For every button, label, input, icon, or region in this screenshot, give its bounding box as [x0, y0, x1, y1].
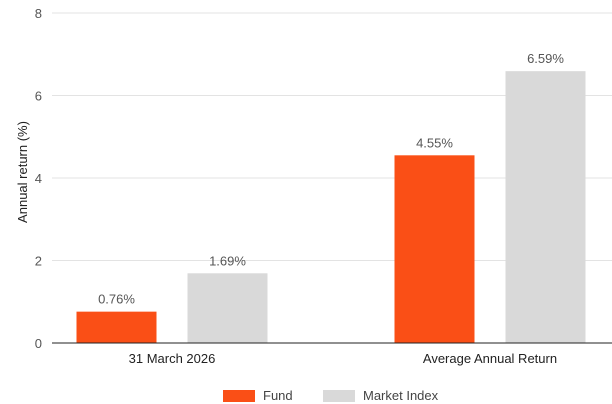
- legend-swatch-fund: [223, 390, 255, 402]
- legend-label-market-index: Market Index: [363, 388, 439, 403]
- legend-label-fund: Fund: [263, 388, 293, 403]
- bar-market-index: [187, 273, 268, 343]
- data-label: 0.76%: [98, 292, 135, 307]
- bar-fund: [76, 311, 157, 343]
- y-tick-label: 8: [35, 6, 42, 21]
- data-label: 1.69%: [209, 253, 246, 268]
- y-tick-label: 0: [35, 336, 42, 351]
- y-tick-label: 2: [35, 254, 42, 269]
- y-axis-ticks: 0 2 4 6 8: [35, 6, 42, 351]
- category-labels: 31 March 2026 Average Annual Return: [129, 351, 557, 366]
- y-tick-label: 4: [35, 171, 42, 186]
- x-category-label: Average Annual Return: [423, 351, 557, 366]
- legend-swatch-market-index: [323, 390, 355, 402]
- bar-fund: [394, 155, 475, 343]
- bars: [76, 71, 586, 343]
- y-tick-label: 6: [35, 89, 42, 104]
- data-label: 6.59%: [527, 51, 564, 66]
- data-labels: 0.76% 4.55% 1.69% 6.59%: [98, 51, 564, 306]
- x-category-label: 31 March 2026: [129, 351, 216, 366]
- data-label: 4.55%: [416, 135, 453, 150]
- y-axis-label: Annual return (%): [15, 121, 30, 223]
- legend: Fund Market Index: [223, 388, 439, 403]
- bar-market-index: [505, 71, 586, 343]
